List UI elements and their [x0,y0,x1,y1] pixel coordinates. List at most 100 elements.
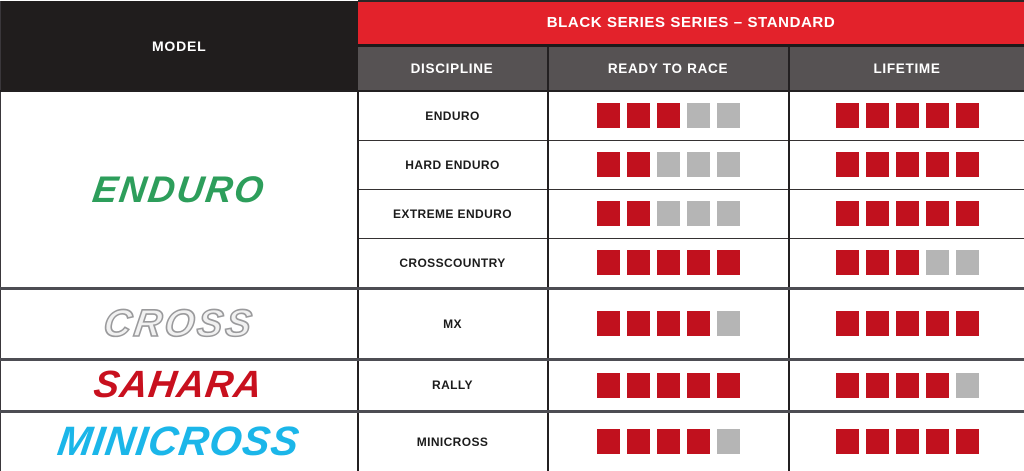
rating-square-filled [716,372,740,398]
rating-square-filled [656,103,680,129]
ready-to-race-rating-squares [550,372,787,398]
lifetime-rating-squares [791,152,1024,177]
table-row: ENDURO ENDURO [0,91,1024,288]
header-row-columns: DISCIPLINE READY TO RACE LIFETIME [1,45,1024,92]
discipline-label: CROSSCOUNTRY [356,237,548,288]
lifetime-rating-squares [791,311,1024,336]
rating-square-filled [925,429,949,454]
rating-square-filled [955,311,979,336]
rating-square-filled [925,311,949,336]
rating-square-empty [955,250,979,275]
discipline-label: MX [356,286,548,359]
rating-square-filled [865,311,889,336]
model-cell-enduro: ENDURO [0,91,358,288]
rating-square-filled [895,103,919,129]
table-row: EXTREME ENDURO [1,188,1024,238]
rating-square-filled [835,103,859,129]
rating-square-filled [955,201,979,226]
rating-square-empty [716,311,740,336]
table-row: MINICROSS MINICROSS [0,409,1024,471]
rating-square-filled [925,201,949,226]
column-header-lifetime: LIFETIME [787,45,1024,92]
rating-square-filled [835,429,859,454]
ready-to-race-rating-cell [546,91,789,140]
rating-square-filled [716,250,740,275]
discipline-label: HARD ENDURO [356,139,548,189]
rating-square-filled [835,201,859,226]
lifetime-rating-cell [787,139,1024,189]
rating-square-filled [835,250,859,275]
rating-square-filled [596,372,620,398]
ready-to-race-rating-squares [550,250,787,275]
rating-square-filled [895,201,919,226]
rating-square-filled [626,103,650,129]
ready-to-race-rating-cell [546,357,789,411]
rating-square-empty [656,201,680,226]
model-logo-sahara: SAHARA [91,364,266,406]
lifetime-rating-cell [787,409,1024,471]
rating-square-filled [626,372,650,398]
lifetime-rating-cell [787,357,1024,411]
column-header-discipline: DISCIPLINE [357,45,548,92]
rating-square-filled [895,429,919,454]
rating-square-filled [955,429,979,454]
rating-square-empty [716,201,740,226]
rating-square-filled [865,152,889,177]
model-column-header: MODEL [0,1,358,92]
ready-to-race-rating-squares [550,311,787,336]
lifetime-rating-cell [787,188,1024,238]
rating-square-filled [626,429,650,454]
rating-square-empty [686,103,710,129]
rating-square-filled [835,311,859,336]
rating-square-filled [865,201,889,226]
lifetime-rating-squares [791,103,1024,129]
rating-square-empty [716,429,740,454]
ready-to-race-rating-squares [550,201,787,226]
rating-square-filled [925,103,949,129]
column-header-ready-to-race: READY TO RACE [546,45,789,92]
rating-square-filled [656,372,680,398]
discipline-label: RALLY [356,357,548,411]
rating-square-filled [686,311,710,336]
series-title: BLACK SERIES SERIES – STANDARD [357,0,1024,47]
table-row: HARD ENDURO [1,139,1024,189]
lifetime-rating-cell [787,286,1024,359]
rating-square-filled [895,152,919,177]
ready-to-race-rating-squares [550,429,787,454]
model-logo-minicross: MINICROSS [54,418,303,464]
rating-square-filled [865,250,889,275]
table-body: ENDURO ENDURO HARD ENDURO EXTREME ENDURO CRO… [0,91,1024,471]
model-logo-cross: CROSS [100,302,258,346]
rating-square-filled [596,201,620,226]
rating-square-filled [686,372,710,398]
ready-to-race-rating-cell [546,409,789,471]
rating-square-filled [865,372,889,398]
lifetime-rating-squares [791,429,1024,454]
rating-square-filled [686,250,710,275]
rating-square-empty [955,372,979,398]
rating-square-filled [596,311,620,336]
model-logo-enduro: ENDURO [89,168,268,210]
lifetime-rating-squares [791,250,1024,275]
rating-square-filled [895,250,919,275]
rating-square-empty [716,152,740,177]
rating-square-empty [686,152,710,177]
rating-square-empty [686,201,710,226]
table-row: SAHARA RALLY [0,357,1024,411]
table-row: CROSS MX [0,286,1024,359]
rating-square-filled [626,152,650,177]
rating-square-filled [656,311,680,336]
rating-square-empty [925,250,949,275]
rating-square-filled [925,152,949,177]
rating-square-filled [596,250,620,275]
lifetime-rating-squares [791,372,1024,398]
model-cell-minicross: MINICROSS [0,409,358,471]
rating-square-empty [656,152,680,177]
rating-square-empty [716,103,740,129]
rating-square-filled [626,201,650,226]
lifetime-rating-cell [787,91,1024,140]
rating-square-filled [865,103,889,129]
table-row: CROSSCOUNTRY [1,237,1024,288]
